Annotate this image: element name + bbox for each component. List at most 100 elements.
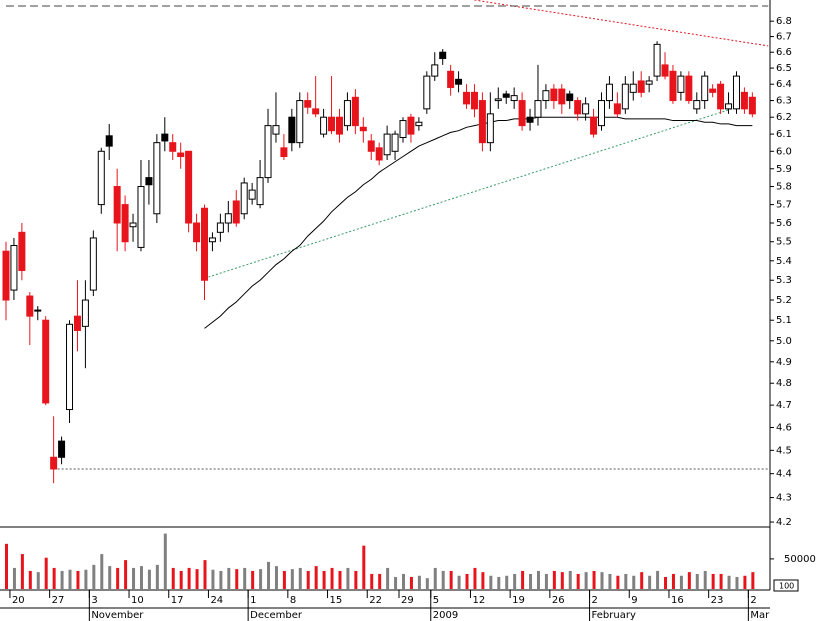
candle-body <box>193 222 201 243</box>
volume-bar <box>433 567 437 589</box>
volume-bar <box>664 576 668 589</box>
y-tick-label: 6.4 <box>776 79 792 90</box>
x-tick-label: 15 <box>330 595 343 606</box>
candle-body <box>240 182 248 215</box>
volume-bar <box>671 573 675 589</box>
volume-bar <box>536 570 540 589</box>
candle-body <box>693 100 701 110</box>
y-tick-label: 5.4 <box>776 256 792 267</box>
candle-body <box>81 299 89 327</box>
volume-bar <box>179 570 183 589</box>
y-tick-label: 5.8 <box>776 182 792 193</box>
candle-body <box>558 88 566 105</box>
candle-body <box>256 177 264 206</box>
candle-body <box>463 91 471 105</box>
candle-body <box>272 125 280 135</box>
volume-bar <box>409 576 413 589</box>
y-tick-label: 6.2 <box>776 112 792 123</box>
month-label: Mar <box>750 610 770 621</box>
candle-body <box>677 75 685 93</box>
candle-body <box>121 204 129 243</box>
volume-bar <box>481 572 485 589</box>
candle-body <box>470 91 478 110</box>
candle-body <box>645 80 653 85</box>
trend-line <box>474 0 769 47</box>
volume-bar <box>600 572 604 589</box>
candle-body <box>613 103 621 115</box>
volume-bar <box>656 570 660 589</box>
volume-bar <box>211 569 215 589</box>
candle-body <box>478 100 486 144</box>
candle-body <box>248 189 256 200</box>
volume-bar <box>687 572 691 589</box>
x-tick-label: 3 <box>91 595 97 606</box>
candle-body <box>145 177 153 186</box>
month-label: November <box>91 610 144 621</box>
candle-body <box>97 150 105 206</box>
volume-bar <box>529 573 533 589</box>
x-tick-label: 16 <box>671 595 684 606</box>
x-tick-label: 26 <box>552 595 565 606</box>
volume-bar <box>132 567 136 589</box>
volume-bar <box>203 560 207 589</box>
y-tick-label: 6.1 <box>776 129 792 140</box>
candle-body <box>343 100 351 127</box>
candle-body <box>58 440 66 458</box>
x-tick-label: 12 <box>472 595 485 606</box>
candle-body <box>34 309 42 312</box>
volume-bar <box>616 575 620 589</box>
volume-bar <box>338 570 342 589</box>
candle-body <box>399 120 407 139</box>
volume-bar <box>568 570 572 589</box>
volume-bar <box>124 560 128 589</box>
candle-body <box>455 78 463 85</box>
volume-bar <box>100 554 104 589</box>
candle-body <box>550 88 558 102</box>
volume-bar <box>679 575 683 589</box>
candle-body <box>10 245 18 291</box>
volume-unit: 100 <box>779 582 794 591</box>
candle-body <box>320 116 328 135</box>
volume-tick-label: 50000 <box>784 554 816 565</box>
candle-body <box>129 222 137 228</box>
candle-body <box>685 75 693 102</box>
candle-body <box>185 150 193 224</box>
volume-bar <box>290 569 294 589</box>
candle-body <box>335 116 343 135</box>
volume-bar <box>76 570 80 589</box>
volume-bar <box>394 576 398 589</box>
candle-body <box>304 100 312 108</box>
y-tick-label: 4.4 <box>776 469 792 480</box>
candle-body <box>288 116 296 144</box>
month-label: February <box>592 610 636 621</box>
volume-bar <box>386 567 390 589</box>
y-tick-label: 6.8 <box>776 16 792 27</box>
candle-body <box>669 70 677 102</box>
volume-bar <box>171 567 175 589</box>
volume-bar <box>267 561 271 589</box>
volume-bar <box>648 575 652 589</box>
volume-bar <box>227 567 231 589</box>
candle-body <box>161 133 169 142</box>
x-tick-label: 17 <box>171 595 184 606</box>
candle-body <box>621 83 629 110</box>
volume-bar <box>139 566 143 589</box>
candle-body <box>590 116 598 135</box>
candle-body <box>709 88 717 93</box>
x-tick-label: 10 <box>131 595 144 606</box>
y-tick-label: 4.7 <box>776 400 792 411</box>
candle-body <box>137 186 145 248</box>
y-tick-label: 5.9 <box>776 164 792 175</box>
month-label: 2009 <box>433 610 458 621</box>
volume-bar <box>521 570 525 589</box>
candle-body <box>566 93 574 102</box>
candle-body <box>605 83 613 102</box>
volume-bar <box>219 570 223 589</box>
candle-body <box>732 75 740 110</box>
candle-body <box>359 126 367 132</box>
volume-bar <box>108 566 112 589</box>
unit-box <box>773 579 799 592</box>
volume-bar <box>116 567 120 589</box>
x-tick-label: 2 <box>592 595 598 606</box>
